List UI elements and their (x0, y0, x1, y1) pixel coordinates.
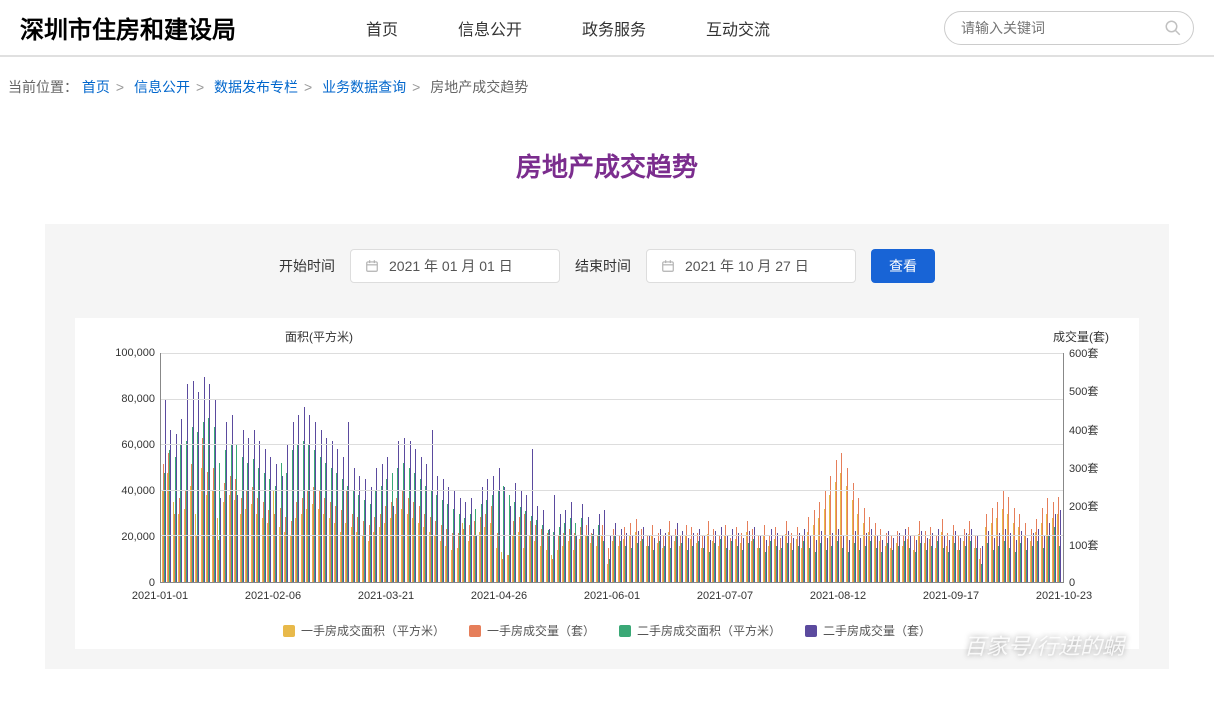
y-left-tick: 20,000 (95, 531, 155, 543)
calendar-icon (661, 259, 675, 273)
legend: 一手房成交面积（平方米） 一手房成交量（套） 二手房成交面积（平方米） 二手房成交量（… (75, 622, 1139, 639)
breadcrumb-label: 当前位置： (8, 79, 78, 95)
grid-line (161, 399, 1063, 400)
legend-swatch (469, 625, 481, 637)
y-left-tick: 0 (95, 577, 155, 589)
y-right-tick: 400套 (1069, 422, 1119, 438)
y-left-tick: 80,000 (95, 393, 155, 405)
legend-item[interactable]: 一手房成交面积（平方米） (283, 622, 445, 639)
crumb-0[interactable]: 首页 (82, 79, 110, 95)
start-date-value: 2021 年 01 月 01 日 (389, 256, 513, 276)
view-button[interactable]: 查看 (871, 249, 935, 283)
x-tick: 2021-02-06 (245, 590, 301, 602)
y-right-tick: 300套 (1069, 460, 1119, 476)
legend-item[interactable]: 二手房成交量（套） (805, 622, 931, 639)
y-left-tick: 100,000 (95, 347, 155, 359)
y-left-title: 面积(平方米) (285, 328, 353, 345)
x-tick: 2021-10-23 (1036, 590, 1092, 602)
legend-swatch (805, 625, 817, 637)
y-left-tick: 60,000 (95, 439, 155, 451)
main-nav: 首页 信息公开 政务服务 互动交流 (366, 16, 944, 40)
nav-home[interactable]: 首页 (366, 16, 398, 40)
end-date-input[interactable]: 2021 年 10 月 27 日 (646, 249, 856, 283)
grid-line (161, 535, 1063, 536)
y-right-tick: 500套 (1069, 383, 1119, 399)
start-date-input[interactable]: 2021 年 01 月 01 日 (350, 249, 560, 283)
legend-item[interactable]: 二手房成交面积（平方米） (619, 622, 781, 639)
y-right-title: 成交量(套) (1053, 328, 1109, 345)
search-input[interactable] (944, 11, 1194, 45)
crumb-1[interactable]: 信息公开 (134, 79, 190, 95)
nav-info[interactable]: 信息公开 (458, 16, 522, 40)
crumb-3[interactable]: 业务数据查询 (322, 79, 406, 95)
legend-label: 一手房成交面积（平方米） (301, 622, 445, 639)
legend-swatch (619, 625, 631, 637)
end-date-value: 2021 年 10 月 27 日 (685, 256, 809, 276)
legend-label: 二手房成交面积（平方米） (637, 622, 781, 639)
start-label: 开始时间 (279, 256, 335, 276)
bar (1060, 510, 1061, 582)
x-tick: 2021-04-26 (471, 590, 527, 602)
grid-line (161, 490, 1063, 491)
legend-label: 二手房成交量（套） (823, 622, 931, 639)
crumb-current: 房地产成交趋势 (430, 79, 528, 95)
bar-group (1057, 354, 1063, 582)
x-tick: 2021-06-01 (584, 590, 640, 602)
x-tick: 2021-01-01 (132, 590, 188, 602)
y-right-tick: 600套 (1069, 345, 1119, 361)
page-title: 房地产成交趋势 (0, 147, 1214, 184)
grid-line (161, 353, 1063, 354)
nav-services[interactable]: 政务服务 (582, 16, 646, 40)
site-title: 深圳市住房和建设局 (20, 10, 236, 45)
x-tick: 2021-03-21 (358, 590, 414, 602)
nav-interact[interactable]: 互动交流 (706, 16, 770, 40)
chart: 面积(平方米) 成交量(套) 0 20,000 40,000 60,000 80,000… (75, 318, 1139, 649)
y-left-tick: 40,000 (95, 485, 155, 497)
calendar-icon (365, 259, 379, 273)
date-controls: 开始时间 2021 年 01 月 01 日 结束时间 2021 年 10 月 2… (45, 249, 1169, 283)
search-box (944, 11, 1194, 45)
x-tick: 2021-07-07 (697, 590, 753, 602)
y-right-tick: 200套 (1069, 498, 1119, 514)
crumb-2[interactable]: 数据发布专栏 (214, 79, 298, 95)
y-right-tick: 0 (1069, 577, 1119, 589)
legend-swatch (283, 625, 295, 637)
breadcrumb: 当前位置： 首页> 信息公开> 数据发布专栏> 业务数据查询> 房地产成交趋势 (0, 57, 1214, 117)
y-right-tick: 100套 (1069, 537, 1119, 553)
content-box: 开始时间 2021 年 01 月 01 日 结束时间 2021 年 10 月 2… (45, 224, 1169, 669)
x-tick: 2021-09-17 (923, 590, 979, 602)
legend-label: 一手房成交量（套） (487, 622, 595, 639)
end-label: 结束时间 (575, 256, 631, 276)
x-tick: 2021-08-12 (810, 590, 866, 602)
legend-item[interactable]: 一手房成交量（套） (469, 622, 595, 639)
plot-area (160, 353, 1064, 583)
grid-line (161, 444, 1063, 445)
search-icon[interactable] (1164, 19, 1182, 37)
